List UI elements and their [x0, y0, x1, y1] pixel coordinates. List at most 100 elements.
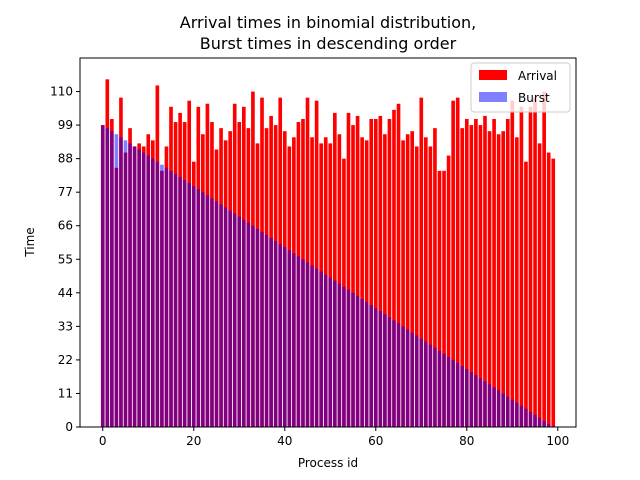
burst-bar-50 — [328, 277, 333, 427]
arrival-bar-87 — [496, 134, 501, 427]
plot-frame — [79, 57, 577, 428]
burst-bar-22 — [201, 192, 205, 427]
burst-bar-37 — [269, 237, 273, 427]
burst-bar-7 — [132, 146, 137, 427]
burst-bar-3 — [114, 134, 119, 427]
arrival-bar-92 — [519, 106, 524, 427]
burst-bar-45 — [305, 262, 310, 427]
arrival-bar-70 — [419, 97, 424, 428]
burst-bar-25 — [214, 201, 219, 427]
burst-bar-72 — [428, 344, 433, 427]
arrival-bar-55 — [351, 125, 355, 427]
burst-bar-70 — [419, 338, 424, 427]
burst-bar-81 — [469, 372, 474, 427]
burst-bar-88 — [501, 393, 506, 427]
burst-bar-58 — [364, 301, 369, 427]
burst-bar-94 — [528, 411, 533, 427]
arrival-bar-66 — [401, 140, 405, 427]
burst-bar-65 — [396, 323, 401, 427]
arrival-bar-96 — [537, 143, 542, 427]
arrival-bar-59 — [369, 118, 374, 428]
burst-bar-64 — [392, 320, 396, 427]
arrival-bar-86 — [492, 118, 496, 428]
arrival-bar-79 — [460, 128, 465, 427]
arrival-bar-83 — [478, 125, 483, 427]
burst-bar-48 — [319, 271, 323, 427]
burst-bar-51 — [333, 280, 337, 427]
x-tick-label: 80 — [459, 434, 474, 448]
arrival-bar-74 — [437, 170, 442, 427]
burst-bar-77 — [451, 359, 455, 427]
arrival-bar-69 — [414, 146, 419, 427]
burst-bar-43 — [296, 256, 301, 427]
burst-bar-5 — [123, 140, 128, 427]
arrival-bar-99 — [551, 158, 556, 428]
arrival-bar-68 — [410, 131, 415, 428]
y-tick-label: 55 — [58, 252, 73, 266]
burst-bar-60 — [373, 308, 378, 427]
x-tick-label: 60 — [368, 434, 383, 448]
burst-bar-49 — [323, 274, 328, 427]
burst-bar-67 — [405, 329, 410, 427]
burst-bar-86 — [492, 387, 496, 427]
burst-bar-11 — [150, 158, 155, 428]
burst-bar-87 — [496, 390, 501, 427]
burst-bar-12 — [155, 161, 160, 427]
burst-bar-15 — [169, 170, 173, 427]
arrival-bar-80 — [464, 118, 469, 428]
x-tick-label: 0 — [99, 434, 107, 448]
burst-bar-21 — [196, 189, 201, 427]
arrival-bar-57 — [360, 137, 364, 428]
burst-bar-4 — [119, 137, 123, 428]
arrival-bar-47 — [314, 100, 319, 427]
arrival-bar-51 — [333, 112, 337, 427]
burst-bar-61 — [378, 311, 383, 427]
burst-bar-79 — [460, 366, 465, 427]
burst-bar-63 — [387, 317, 392, 427]
burst-bar-26 — [219, 204, 223, 427]
burst-bar-41 — [287, 250, 292, 427]
x-tick-label: 20 — [186, 434, 201, 448]
burst-bar-53 — [342, 286, 346, 427]
x-tick-label: 100 — [546, 434, 569, 448]
burst-bar-6 — [128, 143, 132, 427]
y-tick-label: 0 — [65, 420, 73, 434]
y-tick-label: 110 — [50, 85, 73, 99]
arrival-bar-60 — [373, 118, 378, 428]
burst-bar-47 — [314, 268, 319, 427]
arrival-bar-78 — [455, 97, 460, 428]
burst-bar-62 — [383, 314, 387, 427]
arrival-bar-52 — [337, 134, 342, 427]
y-tick-label: 22 — [58, 353, 73, 367]
burst-bar-36 — [264, 234, 269, 427]
burst-bar-46 — [310, 265, 314, 427]
x-tick-label: 40 — [277, 434, 292, 448]
arrival-bar-82 — [474, 118, 478, 428]
legend-label-burst: Burst — [518, 91, 550, 105]
burst-bar-92 — [519, 405, 524, 427]
burst-bar-90 — [510, 399, 515, 427]
x-axis-ticks: 0 20 40 60 80 100 — [99, 427, 569, 448]
burst-bar-27 — [223, 207, 228, 427]
arrival-bar-62 — [383, 134, 387, 427]
burst-bar-96 — [537, 417, 542, 427]
x-axis-label: Process id — [298, 456, 358, 470]
y-tick-label: 66 — [58, 219, 73, 233]
burst-bar-34 — [255, 228, 260, 427]
burst-bar-38 — [273, 240, 278, 427]
y-tick-label: 99 — [58, 118, 73, 132]
burst-bar-73 — [433, 347, 437, 427]
y-tick-label: 77 — [58, 185, 73, 199]
burst-bar-31 — [241, 219, 246, 427]
burst-bar-32 — [246, 222, 251, 427]
burst-bar-1 — [105, 128, 110, 427]
burst-bar-17 — [178, 176, 182, 427]
arrival-bar-72 — [428, 146, 433, 427]
burst-bar-2 — [110, 131, 114, 428]
y-tick-label: 11 — [58, 386, 73, 400]
arrival-bar-77 — [451, 100, 455, 427]
chart-title-line-1: Arrival times in binomial distribution, — [180, 13, 476, 32]
burst-bar-29 — [232, 213, 237, 427]
burst-bar-52 — [337, 283, 342, 427]
burst-bar-30 — [237, 216, 242, 427]
